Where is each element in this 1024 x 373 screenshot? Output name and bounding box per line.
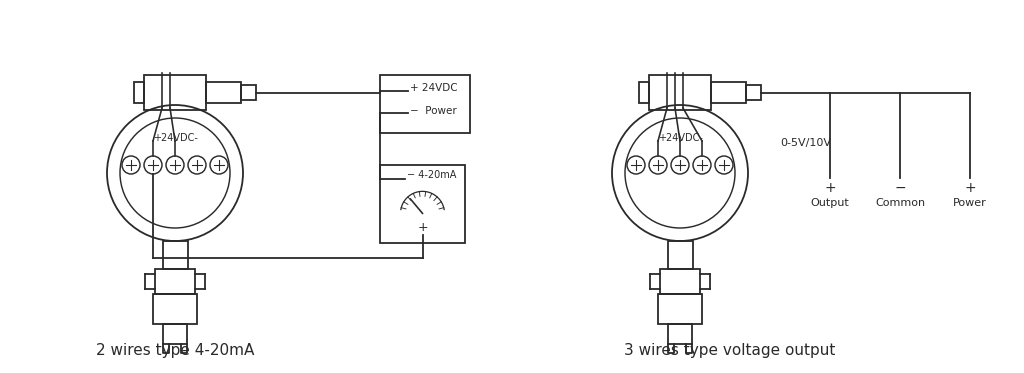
Bar bbox=[746, 85, 761, 100]
Text: +: + bbox=[965, 181, 976, 195]
Text: + 24VDC: + 24VDC bbox=[410, 83, 458, 93]
Text: +: + bbox=[824, 181, 836, 195]
Bar bbox=[658, 294, 702, 324]
Bar bbox=[153, 294, 197, 324]
Text: Power: Power bbox=[953, 198, 987, 208]
Bar bbox=[711, 82, 746, 103]
Bar bbox=[206, 82, 241, 103]
Text: 2 wires type 4-20mA: 2 wires type 4-20mA bbox=[96, 344, 254, 358]
Bar bbox=[380, 75, 470, 133]
Text: − 4-20mA: − 4-20mA bbox=[407, 170, 457, 180]
Bar bbox=[155, 269, 195, 294]
Bar bbox=[668, 241, 692, 269]
Text: −  Power: − Power bbox=[410, 106, 457, 116]
Bar bbox=[134, 82, 144, 103]
Text: Common: Common bbox=[874, 198, 925, 208]
Bar bbox=[241, 85, 256, 100]
Bar bbox=[668, 324, 692, 344]
Text: Output: Output bbox=[811, 198, 849, 208]
Text: 0-5V/10V: 0-5V/10V bbox=[780, 138, 831, 148]
Text: 3 wires type voltage output: 3 wires type voltage output bbox=[625, 344, 836, 358]
Bar bbox=[163, 324, 187, 344]
Text: +24VDC-: +24VDC- bbox=[153, 133, 198, 143]
Text: +24VDC-: +24VDC- bbox=[657, 133, 702, 143]
Bar bbox=[660, 269, 700, 294]
Text: −: − bbox=[894, 181, 906, 195]
Bar bbox=[639, 82, 649, 103]
Bar bbox=[163, 241, 187, 269]
Bar bbox=[380, 165, 465, 243]
Bar bbox=[144, 75, 206, 110]
Bar bbox=[649, 75, 711, 110]
Text: +: + bbox=[417, 221, 428, 233]
